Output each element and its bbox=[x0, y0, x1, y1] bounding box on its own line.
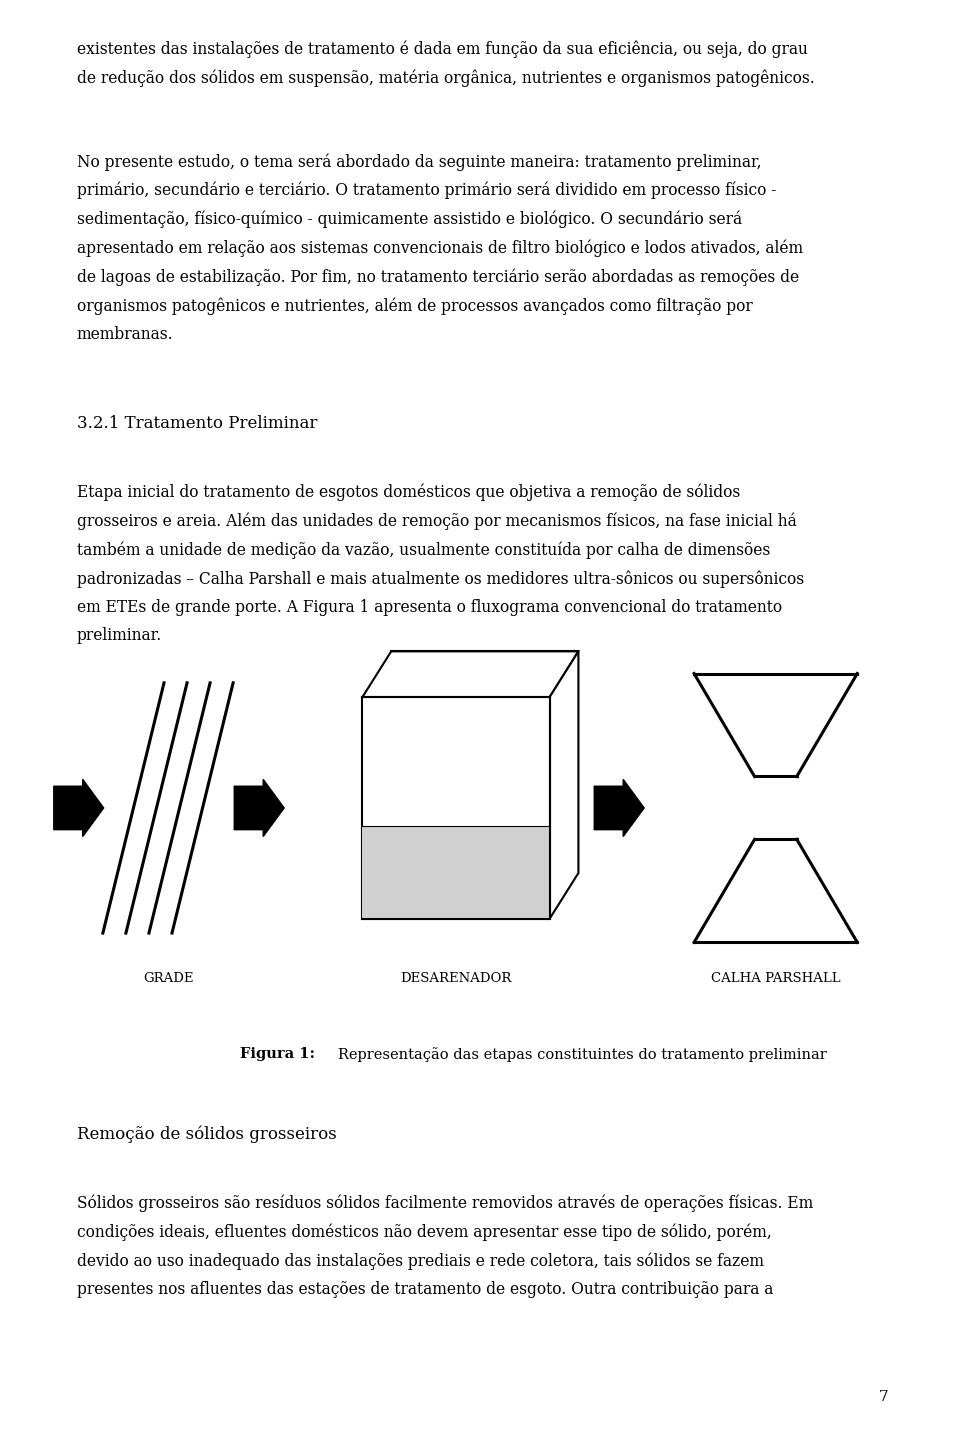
Text: Etapa inicial do tratamento de esgotos domésticos que objetiva a remoção de sóli: Etapa inicial do tratamento de esgotos d… bbox=[77, 483, 804, 644]
Polygon shape bbox=[594, 779, 644, 837]
Text: existentes das instalações de tratamento é dada em função da sua eficiência, ou : existentes das instalações de tratamento… bbox=[77, 40, 814, 86]
Polygon shape bbox=[362, 652, 578, 698]
Polygon shape bbox=[362, 698, 549, 919]
Polygon shape bbox=[362, 825, 549, 919]
Text: No presente estudo, o tema será abordado da seguinte maneira: tratamento prelimi: No presente estudo, o tema será abordado… bbox=[77, 153, 803, 343]
Text: GRADE: GRADE bbox=[143, 972, 193, 985]
Text: CALHA PARSHALL: CALHA PARSHALL bbox=[710, 972, 841, 985]
Text: 7: 7 bbox=[878, 1390, 888, 1404]
Text: Figura 1:: Figura 1: bbox=[240, 1047, 315, 1061]
Text: Representação das etapas constituintes do tratamento preliminar: Representação das etapas constituintes d… bbox=[338, 1047, 827, 1061]
Polygon shape bbox=[392, 652, 578, 872]
Polygon shape bbox=[54, 779, 104, 837]
Text: Remoção de sólidos grosseiros: Remoção de sólidos grosseiros bbox=[77, 1125, 337, 1143]
Polygon shape bbox=[234, 779, 284, 837]
Text: Sólidos grosseiros são resíduos sólidos facilmente removidos através de operaçõe: Sólidos grosseiros são resíduos sólidos … bbox=[77, 1194, 813, 1297]
Text: 3.2.1 Tratamento Preliminar: 3.2.1 Tratamento Preliminar bbox=[77, 415, 317, 432]
Text: DESARENADOR: DESARENADOR bbox=[400, 972, 512, 985]
Polygon shape bbox=[549, 652, 578, 919]
